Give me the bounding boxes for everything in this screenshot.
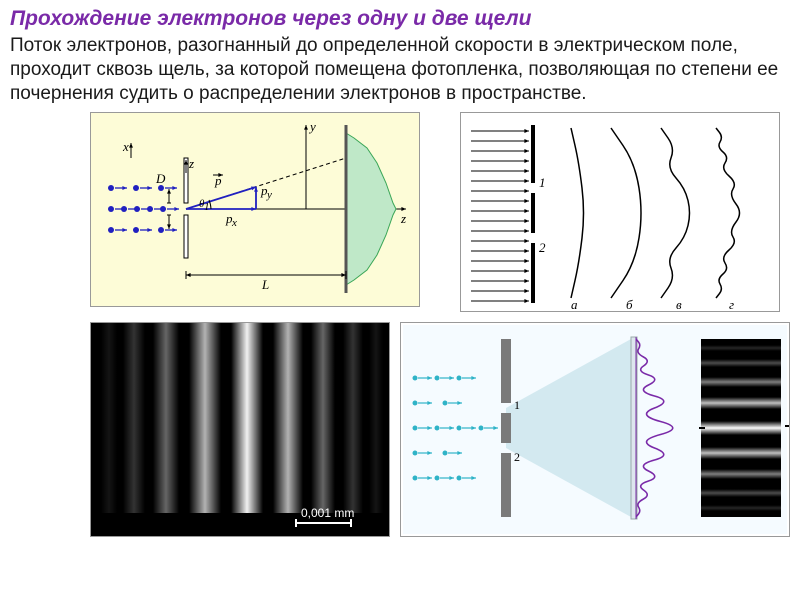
svg-text:1: 1 xyxy=(514,398,520,412)
svg-text:z: z xyxy=(400,211,406,226)
svg-text:D: D xyxy=(155,171,166,186)
svg-text:в: в xyxy=(676,297,682,311)
figure-double-slit: 12 xyxy=(400,322,790,537)
svg-text:x: x xyxy=(122,139,129,154)
svg-text:x: x xyxy=(231,217,237,229)
svg-text:y: y xyxy=(308,119,316,134)
svg-text:y: y xyxy=(266,189,272,201)
svg-text:0,001 mm: 0,001 mm xyxy=(301,506,354,520)
svg-text:б: б xyxy=(626,297,633,311)
svg-text:1: 1 xyxy=(204,201,210,213)
figures-area: xDzzypxpypθ1L 12абвг 0,001 mm 12 xyxy=(0,112,800,572)
page-title: Прохождение электронов через одну и две … xyxy=(10,6,790,32)
svg-text:L: L xyxy=(261,277,269,292)
page-body: Поток электронов, разогнанный до определ… xyxy=(10,34,790,105)
svg-text:г: г xyxy=(729,297,734,311)
svg-text:1: 1 xyxy=(539,175,546,190)
svg-text:2: 2 xyxy=(539,240,546,255)
figure-single-slit: xDzzypxpypθ1L xyxy=(90,112,420,307)
svg-text:а: а xyxy=(571,297,578,311)
svg-text:z: z xyxy=(188,156,194,171)
figure-curves-panel: 1 2 а б в г xyxy=(460,112,780,312)
figure-fringes-photo: 0,001 mm xyxy=(90,322,390,537)
svg-text:2: 2 xyxy=(514,450,520,464)
